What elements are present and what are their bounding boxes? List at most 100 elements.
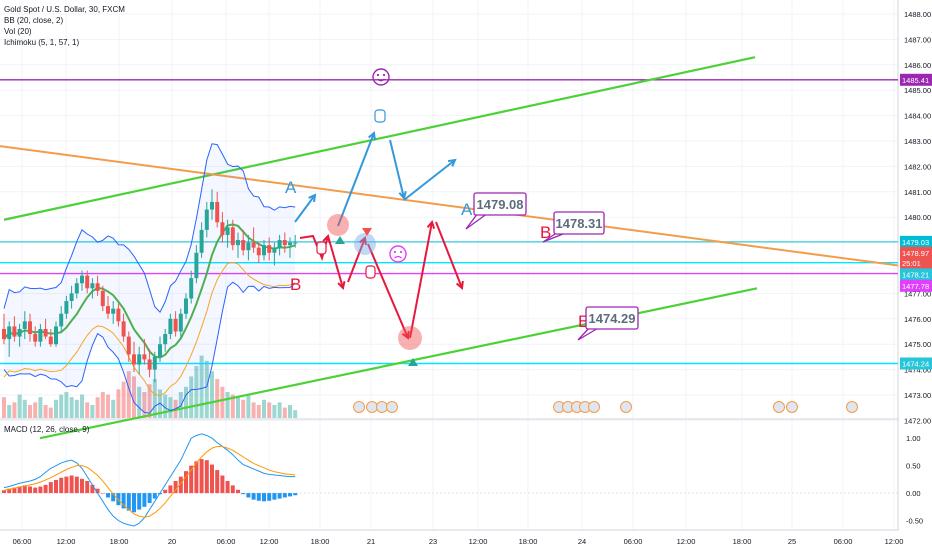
macd-hist-bar xyxy=(106,493,110,498)
macd-hist-bar xyxy=(38,486,43,494)
volume-bar xyxy=(189,376,194,418)
candle-body xyxy=(48,336,53,345)
candles xyxy=(2,189,298,383)
macd-hist-bar xyxy=(147,493,152,503)
down-arrow-marker xyxy=(362,228,372,236)
time-tick-label: 12:00 xyxy=(57,537,76,546)
red-wave-arrow xyxy=(327,235,346,291)
macd-signal-line xyxy=(3,445,296,518)
macd-hist-bar xyxy=(80,478,84,494)
candle-body xyxy=(230,227,235,246)
volume-bar xyxy=(69,397,74,418)
time-tick-label: 12:00 xyxy=(469,537,488,546)
pointing-hand-icon xyxy=(316,241,327,255)
candle-body xyxy=(90,283,95,289)
bb-indicator-label[interactable]: BB (20, close, 2) xyxy=(4,16,64,25)
volume-bar xyxy=(80,394,84,418)
volume-bar xyxy=(194,366,199,418)
callout-pointer xyxy=(465,212,489,230)
price-callout: 1474.29 xyxy=(577,306,639,341)
volume-bar xyxy=(267,402,272,418)
callout-text: 1474.29 xyxy=(589,311,636,326)
red-wave-arrow-path xyxy=(327,235,344,289)
blue-wave-arrow-head xyxy=(368,131,376,141)
volume-bar xyxy=(210,371,214,418)
time-tick-label: 06:00 xyxy=(217,537,236,546)
candle-body xyxy=(12,326,17,337)
volume-bar xyxy=(152,379,157,418)
ichimoku-indicator-label[interactable]: Ichimoku (5, 1, 57, 1) xyxy=(4,38,80,47)
volume-bar xyxy=(204,360,209,418)
volume-bar xyxy=(48,407,53,418)
wave-label: A xyxy=(461,200,473,219)
price-tick-label: 1474.00 xyxy=(904,366,931,375)
time-tick-label: 25 xyxy=(788,537,796,546)
wave-label: B xyxy=(578,312,589,331)
volume-bar xyxy=(28,405,32,418)
price-badge: 1485.41 xyxy=(900,73,932,86)
candle-body xyxy=(69,293,74,302)
macd-tick-label: 0.50 xyxy=(906,462,921,471)
blue-wave-arrow xyxy=(389,139,407,201)
callout-box xyxy=(553,211,605,235)
callout-box xyxy=(473,192,527,216)
volume-indicator-label[interactable]: Vol (20) xyxy=(4,27,32,36)
time-tick-label: 18:00 xyxy=(311,537,330,546)
time-tick-label: 18:00 xyxy=(110,537,129,546)
volume-bar xyxy=(126,371,131,418)
price-badge-bg xyxy=(900,246,932,259)
macd-hist-bar xyxy=(210,464,214,494)
volume-bar xyxy=(59,394,64,418)
volume-bar xyxy=(220,386,225,418)
candle-body xyxy=(95,283,100,291)
time-tick-label: 12:00 xyxy=(677,537,696,546)
volume-bar xyxy=(111,399,116,418)
volume-bar xyxy=(38,397,43,418)
candle-body xyxy=(199,229,204,253)
candle-body xyxy=(59,313,64,327)
macd-hist-bar xyxy=(48,482,53,494)
macd-hist-bar xyxy=(215,470,220,494)
price-tick-label: 1475.00 xyxy=(904,340,931,349)
candle-body xyxy=(43,328,48,337)
macd-hist-bar xyxy=(90,484,95,494)
blue-wave-arrow xyxy=(294,193,317,223)
candle-body xyxy=(178,313,183,332)
red-wave-arrow-path xyxy=(367,243,409,339)
macd-indicator-label[interactable]: MACD (12, 26, close, 9) xyxy=(4,425,90,434)
price-badge-bg xyxy=(900,268,932,281)
time-tick-label: 20 xyxy=(168,537,176,546)
price-tick-label: 1485.00 xyxy=(904,86,931,95)
smiley-icon-eye xyxy=(393,250,397,254)
price-tick-label: 1477.00 xyxy=(904,289,931,298)
price-badge-text: 1474.24 xyxy=(902,360,929,369)
price-tick-label: 1484.00 xyxy=(904,112,931,121)
red-wave-arrow-path xyxy=(347,237,366,283)
volume-bar xyxy=(246,394,251,418)
wave-label: A xyxy=(285,178,297,197)
candle-body xyxy=(38,328,43,342)
macd-hist-bar xyxy=(28,486,32,494)
macd-hist-bar xyxy=(2,490,6,494)
blue-wave-arrow xyxy=(337,131,376,227)
volume-bar xyxy=(2,397,6,418)
volume-bar xyxy=(142,392,147,418)
time-tick-label: 06:00 xyxy=(834,537,853,546)
macd-tick-label: 1.00 xyxy=(906,434,921,443)
macd-hist-bar xyxy=(85,481,90,494)
volume-bar xyxy=(64,392,69,418)
macd-hist-bar xyxy=(262,493,266,502)
callout-pointer xyxy=(577,326,601,341)
macd-tick-label: -0.50 xyxy=(906,517,923,526)
blue-wave-arrow-head xyxy=(308,193,317,203)
volume-bar xyxy=(184,386,188,418)
economic-event-icon xyxy=(376,401,388,413)
candle-body xyxy=(288,242,292,246)
pink-circle-marker xyxy=(327,214,349,236)
candle-body xyxy=(111,308,116,314)
candle-body xyxy=(116,308,121,322)
economic-event-icon xyxy=(846,401,858,413)
macd-tick-label: 0.00 xyxy=(906,489,921,498)
